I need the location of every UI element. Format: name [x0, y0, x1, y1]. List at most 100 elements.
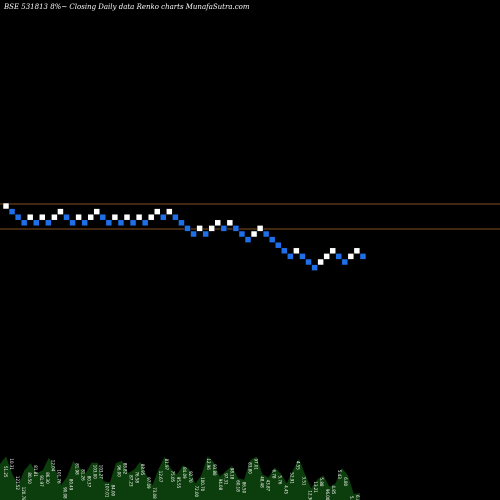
- renko-brick-down: [33, 219, 40, 227]
- renko-brick-down: [141, 219, 149, 227]
- volume-label: 52.91: [289, 472, 294, 484]
- renko-brick-down: [63, 213, 70, 221]
- renko-brick-down: [359, 253, 367, 260]
- renko-brick-down: [117, 219, 125, 227]
- volume-label: 87.23: [128, 475, 133, 487]
- renko-brick-up: [26, 213, 34, 221]
- renko-brick-down: [244, 236, 252, 243]
- volume-label: 121.52: [15, 476, 20, 490]
- renko-brick-up: [93, 208, 100, 215]
- renko-brick-up: [208, 225, 215, 232]
- volume-label: 3.51: [301, 477, 306, 486]
- renko-brick-up: [135, 213, 143, 221]
- volume-label: 84.00: [110, 485, 115, 497]
- renko-brick-up: [353, 247, 361, 255]
- volume-label: 86.30: [45, 472, 50, 484]
- volume-label: 98.18: [230, 468, 235, 480]
- volume-label: 80.50: [27, 472, 32, 484]
- renko-brick-down: [341, 258, 349, 266]
- renko-brick-down: [105, 219, 113, 227]
- volume-label: 80.37: [87, 476, 92, 488]
- renko-brick-up: [154, 208, 161, 215]
- volume-area: [0, 456, 360, 500]
- renko-brick-down: [184, 225, 191, 232]
- renko-brick-up: [51, 213, 58, 221]
- renko-brick-down: [69, 219, 76, 227]
- volume-label: 103.00: [93, 465, 98, 479]
- volume-label: 101.76: [57, 470, 62, 484]
- renko-brick-up: [39, 213, 46, 221]
- volume-label: 93.88: [212, 464, 217, 476]
- volume-label: 120.78: [21, 487, 26, 500]
- renko-brick-up: [293, 247, 300, 255]
- volume-label: 4.55: [295, 461, 300, 470]
- renko-brick-up: [323, 253, 330, 260]
- volume-label: 95.55: [176, 477, 181, 489]
- volume-label: 12.30: [307, 490, 312, 500]
- volume-label: 86.50: [242, 482, 247, 494]
- volume-label: 88.95: [140, 464, 145, 476]
- renko-brick-down: [160, 213, 167, 221]
- renko-bricks: [2, 202, 367, 271]
- renko-brick-down: [220, 225, 228, 232]
- renko-brick-down: [268, 236, 276, 243]
- volume-label: 6.80: [343, 477, 348, 486]
- renko-brick-up: [123, 213, 131, 221]
- renko-brick-up: [75, 213, 82, 221]
- volume-label: 12.67: [158, 471, 163, 483]
- renko-brick-down: [335, 253, 342, 260]
- volume-label: 12.96: [206, 458, 211, 470]
- volume-label: 96.00: [325, 489, 330, 500]
- renko-brick-down: [275, 241, 282, 249]
- volume-label: 83.80: [248, 462, 253, 474]
- volume-label: 92.70: [188, 471, 193, 483]
- renko-brick-down: [311, 264, 318, 271]
- renko-brick-up: [226, 219, 234, 227]
- renko-brick-down: [8, 208, 16, 215]
- volume-label: 81.26: [81, 469, 86, 481]
- volume-label: 13.21: [313, 481, 318, 493]
- renko-brick-up: [87, 213, 94, 221]
- volume-label: 97.31: [224, 473, 229, 485]
- volume-label: 6.78: [272, 470, 277, 479]
- volume-label: 43.87: [266, 480, 271, 492]
- reference-lines: [0, 203, 500, 230]
- renko-brick-down: [20, 219, 28, 227]
- volume-label: 96.00: [116, 465, 121, 477]
- renko-brick-down: [45, 219, 52, 227]
- volume-label: 81.81: [33, 465, 38, 477]
- renko-brick-down: [287, 253, 294, 260]
- renko-brick-down: [190, 230, 197, 238]
- volume-label: 4.85: [331, 485, 336, 494]
- renko-brick-down: [281, 247, 288, 255]
- renko-brick-down: [238, 230, 246, 238]
- volume-label: 76.58: [134, 472, 139, 484]
- renko-brick-down: [81, 219, 88, 227]
- renko-brick-down: [129, 219, 137, 227]
- renko-brick-down: [172, 213, 179, 221]
- volume-label: 5.76: [277, 476, 282, 485]
- volume-label: 73.08: [152, 487, 157, 499]
- renko-brick-down: [202, 230, 209, 238]
- volume-label: 94.08: [218, 479, 223, 491]
- volume-label: 12.04: [51, 460, 56, 472]
- volume-label: 6.45: [355, 495, 360, 500]
- volume-label: 91.97: [39, 475, 44, 487]
- volume-label: 5.38: [349, 496, 354, 500]
- renko-brick-down: [232, 225, 240, 232]
- renko-brick-down: [305, 258, 312, 266]
- renko-brick-up: [347, 253, 355, 260]
- renko-brick-up: [256, 225, 264, 232]
- renko-brick-down: [299, 253, 306, 260]
- volume-label: 107.01: [104, 483, 109, 497]
- renko-brick-up: [214, 219, 221, 227]
- volume-label: 75.05: [170, 471, 175, 483]
- volume-label: 5.88: [319, 478, 324, 487]
- volume-label: 81.97: [164, 459, 169, 471]
- volume-label: 88.82: [122, 463, 127, 475]
- volume-label: 5.43: [337, 470, 342, 479]
- volume-label: 103.27: [99, 465, 104, 479]
